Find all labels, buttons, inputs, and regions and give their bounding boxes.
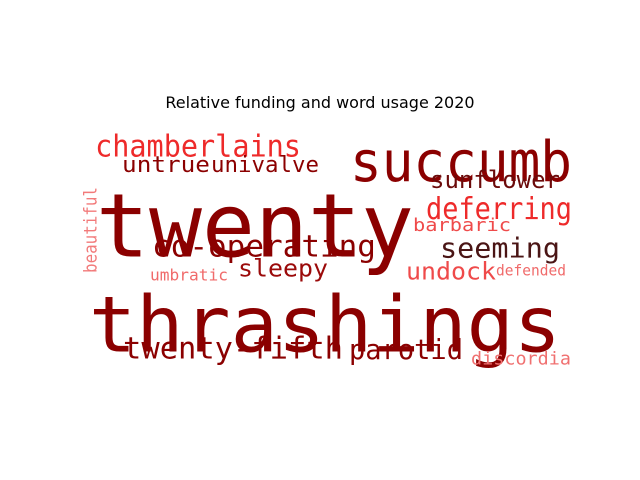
chart-title: Relative funding and word usage 2020 xyxy=(165,93,475,112)
word-co-operating: co-operating xyxy=(152,230,376,264)
word-seeming: seeming xyxy=(440,232,560,265)
word-barbaric: barbaric xyxy=(413,214,511,236)
word-chamberlains: chamberlains xyxy=(95,129,301,164)
word-undock: undock xyxy=(406,257,496,285)
word-untrue: untrue xyxy=(122,152,210,178)
word-twenty: twenty xyxy=(96,175,414,278)
word-sunflower: sunflower xyxy=(430,166,560,194)
word-parotid: parotid xyxy=(349,334,463,367)
word-beautiful: beautiful xyxy=(79,187,100,273)
word-discordia: discordia xyxy=(471,349,571,370)
word-umbratic: umbratic xyxy=(150,266,228,285)
word-deferring: deferring xyxy=(426,192,572,227)
word-sleepy: sleepy xyxy=(238,254,328,282)
word-univalve: univalve xyxy=(211,152,319,178)
word-thrashings: thrashings xyxy=(89,280,561,371)
word-succumb: succumb xyxy=(350,130,572,195)
word-twenty-fifth: twenty-fifth xyxy=(123,332,343,367)
word-defended: defended xyxy=(496,262,566,279)
